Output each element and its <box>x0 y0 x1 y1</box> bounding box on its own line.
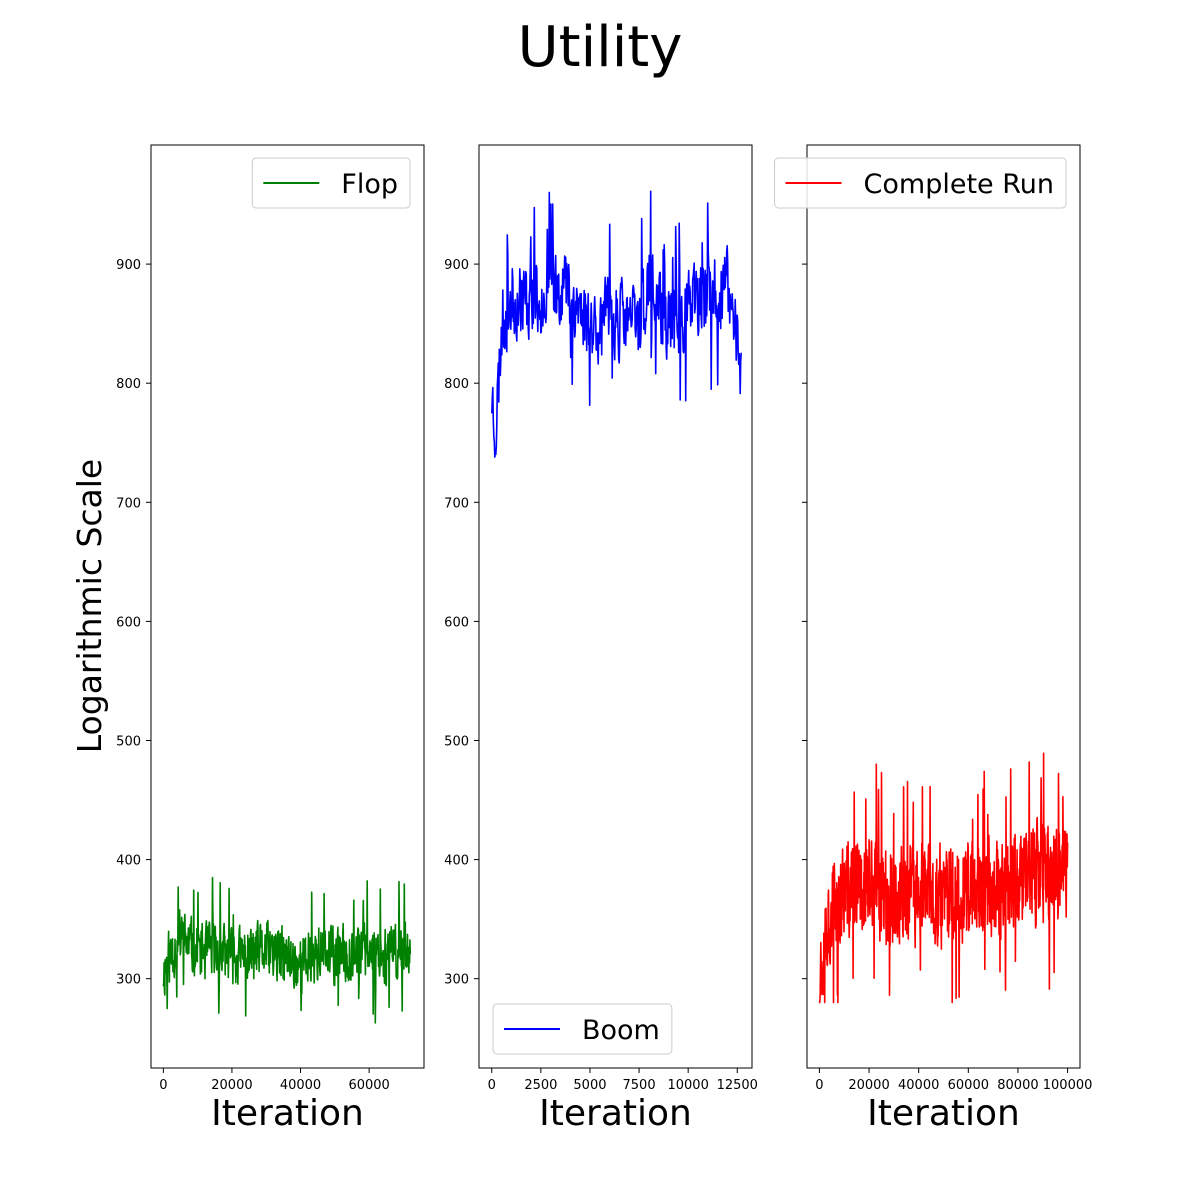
legend-box <box>492 1003 673 1055</box>
series-line-2-1 <box>491 190 742 458</box>
y-tick-label: 900 <box>444 258 469 273</box>
series-line-3-1 <box>818 752 1069 1004</box>
y-axis-label: Logarithmic Scale <box>70 459 109 754</box>
x-tick-label: 5000 <box>573 1078 606 1093</box>
legend-label: Boom <box>582 1015 660 1046</box>
y-tick-label: 300 <box>116 973 141 988</box>
y-tick-label: 600 <box>444 615 469 630</box>
x-tick-label: 10000 <box>667 1078 708 1093</box>
y-tick-label: 700 <box>444 496 469 511</box>
y-tick-label: 600 <box>116 615 141 630</box>
chart-panel-3: 0 20000 40000 60000 80000 100000 Iteration Comp… <box>774 144 1093 1134</box>
chart-title: Utility <box>518 15 683 80</box>
y-tick-label: 300 <box>444 973 469 988</box>
plot-frame-2 <box>478 144 753 1069</box>
chart-panel-2: 0 2500 5000 7500 10000 12500 300 400 500 600 700 80… <box>444 144 758 1134</box>
x-tick-label: 40000 <box>898 1078 939 1093</box>
x-tick-label: 40000 <box>280 1078 321 1093</box>
y-tick-label: 500 <box>116 734 141 749</box>
legend-3: Complete Run <box>774 157 1067 209</box>
x-tick-label: 0 <box>815 1078 823 1093</box>
y-tick-label: 400 <box>444 854 469 869</box>
plot-frame-3 <box>806 144 1081 1069</box>
y-tick-label: 700 <box>116 496 141 511</box>
x-tick-label: 100000 <box>1043 1078 1093 1093</box>
x-tick-label: 60000 <box>948 1078 989 1093</box>
legend-label: Flop <box>341 169 398 200</box>
plot-frame-1 <box>150 144 425 1069</box>
x-axis-label-3: Iteration <box>867 1093 1020 1134</box>
y-tick-label: 500 <box>444 734 469 749</box>
x-tick-label: 0 <box>159 1078 167 1093</box>
legend-box <box>774 157 1067 209</box>
x-tick-label: 60000 <box>348 1078 389 1093</box>
legend-2: Boom <box>492 1003 673 1055</box>
x-tick-label: 20000 <box>848 1078 889 1093</box>
x-tick-label: 12500 <box>717 1078 758 1093</box>
y-tick-label: 800 <box>444 377 469 392</box>
x-tick-label: 20000 <box>211 1078 252 1093</box>
x-tick-label: 7500 <box>623 1078 656 1093</box>
x-tick-label: 2500 <box>524 1078 557 1093</box>
x-tick-label: 80000 <box>997 1078 1038 1093</box>
x-axis-label-2: Iteration <box>539 1093 692 1134</box>
panels: 0 20000 40000 60000300400500600700800900Ite… <box>116 144 1093 1134</box>
legend-box <box>251 157 411 209</box>
y-tick-label: 800 <box>116 377 141 392</box>
series-line-1-1 <box>162 876 412 1024</box>
x-tick-label: 0 <box>488 1078 496 1093</box>
legend-1: Flop <box>251 157 411 209</box>
y-tick-label: 400 <box>116 854 141 869</box>
chart-panel-1: 0 20000 40000 60000 300 400 500 600 700 800 900 Ite… <box>116 144 425 1134</box>
legend-label: Complete Run <box>864 169 1054 200</box>
y-tick-label: 900 <box>116 258 141 273</box>
x-axis-label-1: Iteration <box>211 1093 364 1134</box>
